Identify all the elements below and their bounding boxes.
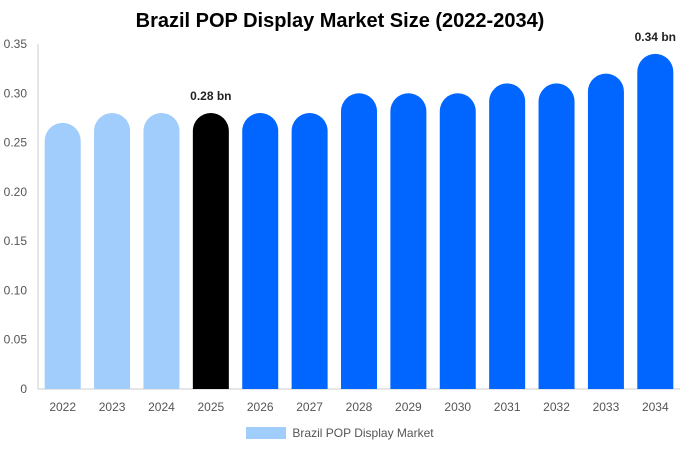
bar-2023 bbox=[94, 113, 131, 389]
bar-2025 bbox=[192, 113, 229, 389]
bar-2031 bbox=[489, 83, 526, 389]
chart-title: Brazil POP Display Market Size (2022-203… bbox=[135, 10, 545, 32]
x-tick-label: 2023 bbox=[99, 400, 126, 414]
x-tick-label: 2024 bbox=[148, 400, 175, 414]
legend: Brazil POP Display Market bbox=[0, 426, 680, 440]
y-tick-label: 0.05 bbox=[4, 333, 28, 347]
x-tick-label: 2029 bbox=[395, 400, 422, 414]
data-label: 0.34 bn bbox=[635, 30, 676, 44]
legend-swatch bbox=[246, 427, 287, 439]
y-tick-label: 0.20 bbox=[4, 185, 28, 199]
bar-2030 bbox=[439, 93, 476, 390]
x-tick-label: 2031 bbox=[494, 400, 521, 414]
x-tick-label: 2026 bbox=[247, 400, 274, 414]
x-tick-label: 2033 bbox=[593, 400, 620, 414]
bar-2027 bbox=[291, 113, 328, 389]
x-tick-label: 2025 bbox=[197, 400, 224, 414]
bar-2024 bbox=[143, 113, 180, 389]
y-tick-label: 0.10 bbox=[4, 283, 28, 297]
x-tick-label: 2028 bbox=[346, 400, 373, 414]
legend-label: Brazil POP Display Market bbox=[292, 426, 434, 440]
bar-2026 bbox=[242, 113, 279, 389]
bar-2032 bbox=[538, 83, 575, 389]
y-tick-label: 0.30 bbox=[4, 86, 28, 100]
y-tick-label: 0 bbox=[20, 382, 27, 396]
x-tick-label: 2022 bbox=[49, 400, 76, 414]
bar-2028 bbox=[341, 93, 377, 390]
x-tick-label: 2030 bbox=[444, 400, 471, 414]
x-tick-label: 2032 bbox=[543, 400, 570, 414]
data-label: 0.28 bn bbox=[190, 89, 231, 103]
y-tick-label: 0.35 bbox=[4, 37, 28, 51]
y-tick-label: 0.15 bbox=[4, 234, 28, 248]
x-tick-label: 2034 bbox=[642, 400, 669, 414]
y-tick-label: 0.25 bbox=[4, 136, 28, 150]
bar-2029 bbox=[390, 93, 427, 390]
x-tick-label: 2027 bbox=[296, 400, 323, 414]
bar-2022 bbox=[44, 122, 81, 389]
bar-2034 bbox=[637, 53, 674, 389]
bar-2033 bbox=[587, 73, 624, 389]
